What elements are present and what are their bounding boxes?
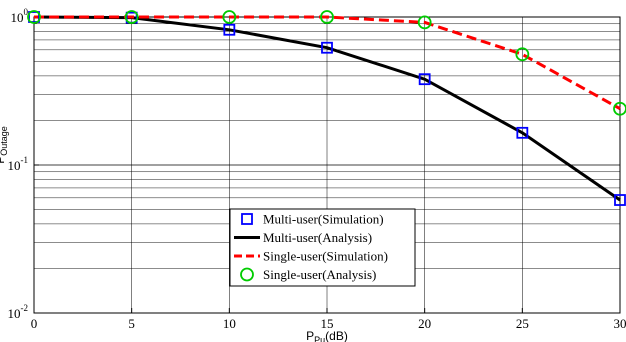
series-marker (516, 126, 529, 139)
series-line (34, 15, 621, 111)
legend-label: Single-user(Simulation) (263, 249, 388, 264)
series-group (27, 10, 626, 206)
series-marker (613, 101, 626, 116)
y-tick-label: 10-2 (8, 303, 29, 321)
legend-entry: Multi-user(Simulation) (241, 212, 384, 227)
series-marker (321, 41, 333, 54)
x-tick-label: 15 (321, 316, 334, 331)
legend: Multi-user(Simulation) Multi-user(Analysi… (229, 208, 416, 287)
series-marker (222, 10, 237, 24)
legend-label: Single-user(Analysis) (263, 267, 376, 282)
series-marker (418, 73, 431, 86)
x-tick-label: 30 (614, 316, 626, 331)
legend-entry: Single-user(Analysis) (240, 267, 376, 282)
legend-label: Multi-user(Analysis) (263, 230, 372, 245)
series-marker (614, 194, 626, 206)
axis-ticks: 0 5 10 15 20 25 30 100 10-1 10-2 (8, 7, 626, 331)
x-tick-label: 20 (418, 316, 431, 331)
x-tick-label: 25 (516, 316, 529, 331)
series-marker (27, 10, 41, 24)
x-tick-label: 5 (128, 316, 135, 331)
legend-box (229, 208, 416, 287)
x-tick-label: 0 (31, 316, 38, 331)
series-marker (320, 10, 334, 24)
series-marker (223, 23, 236, 36)
y-tick-label: 10-1 (8, 155, 29, 173)
y-axis-label: POutage (0, 126, 9, 164)
legend-entry: Single-user(Simulation) (234, 249, 388, 264)
x-axis-label: PPu(dB) (306, 329, 348, 342)
y-tick-label: 100 (11, 7, 29, 25)
x-tick-label: 10 (223, 316, 236, 331)
legend-label: Multi-user(Simulation) (263, 212, 384, 227)
series-marker (124, 10, 139, 24)
series-marker (28, 11, 40, 23)
grid-lines (34, 17, 620, 313)
legend-marker-swatch (240, 267, 254, 282)
series-marker (515, 47, 530, 62)
legend-entry: Multi-user(Analysis) (234, 230, 372, 245)
series-marker (417, 15, 432, 30)
legend-marker-swatch (241, 213, 253, 225)
